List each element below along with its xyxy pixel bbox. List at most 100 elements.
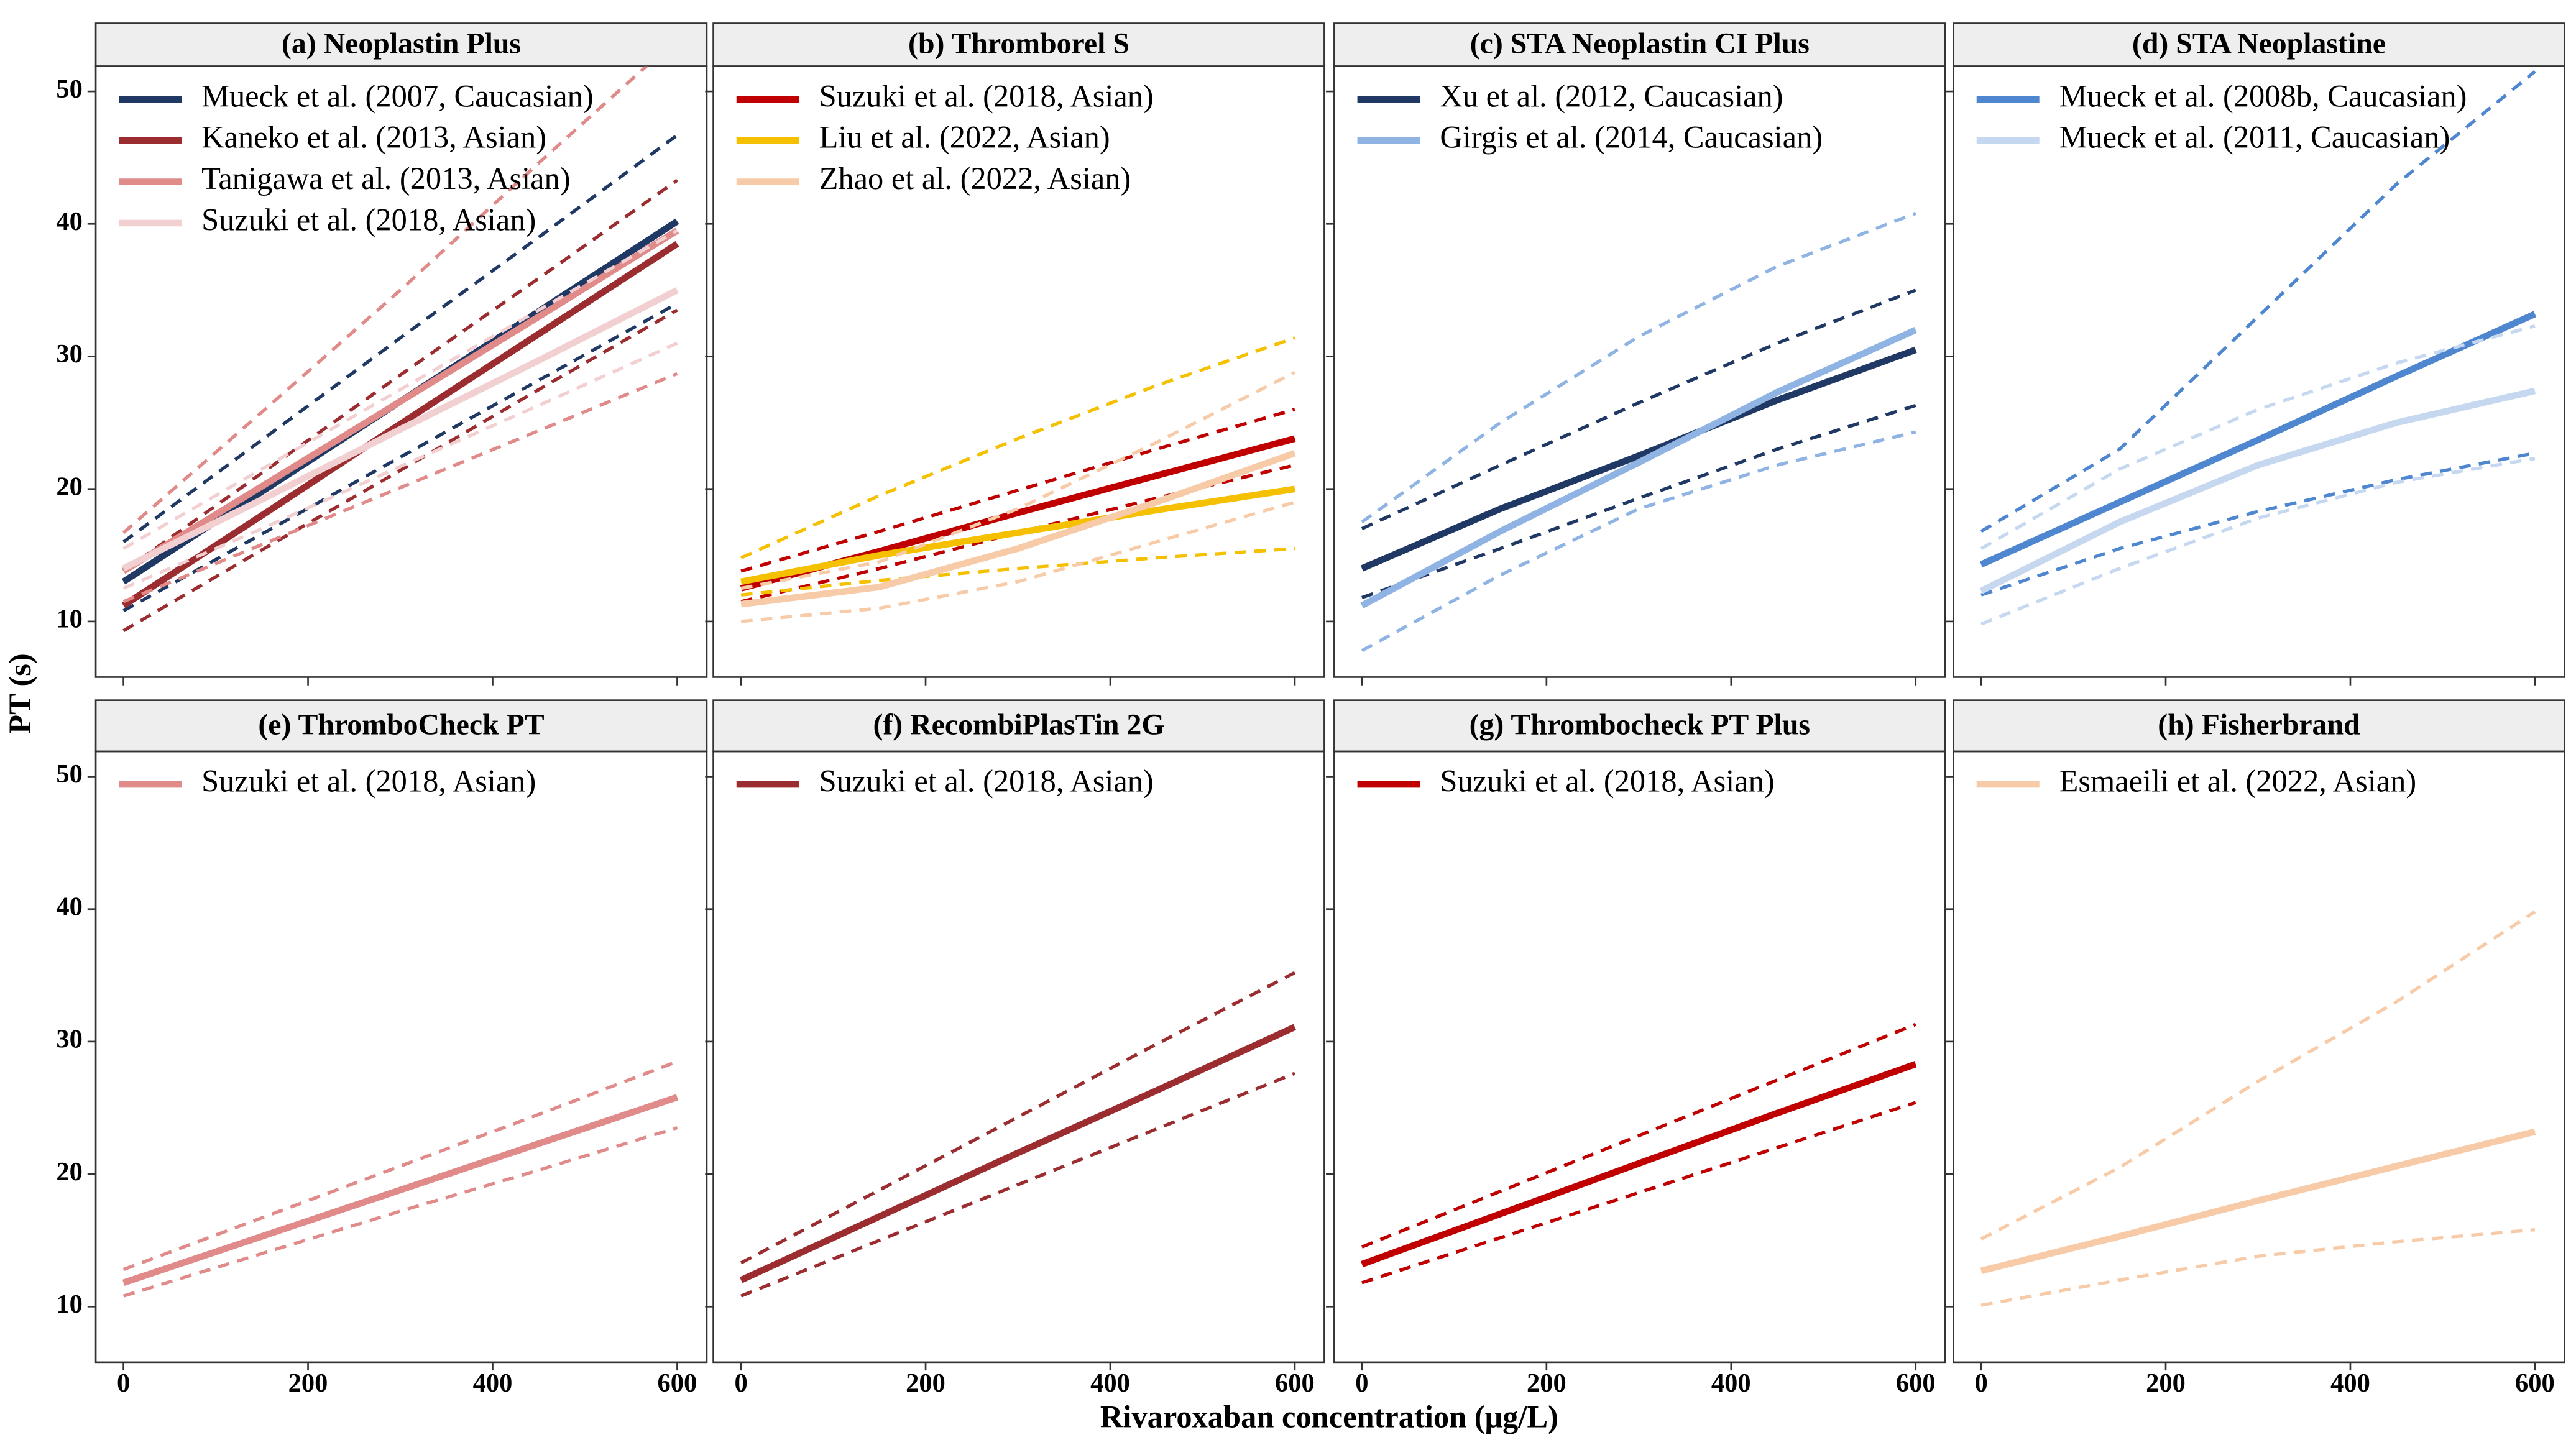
series-lines: [1980, 910, 2536, 1307]
y-axis-label: PT (s): [2, 653, 37, 733]
ci-line: [1980, 451, 2536, 597]
panel: (f) RecombiPlasTin 2G 0 200 400 600 Suzuki et…: [705, 699, 1325, 1398]
series-line: [1979, 387, 2536, 594]
plot-frame: [1333, 65, 1946, 678]
legend-label: Suzuki et al. (2018, Asian): [201, 764, 536, 799]
plot-frame: [94, 750, 708, 1364]
ci-line: [122, 229, 678, 550]
legend-label: Esmaeili et al. (2022, Asian): [2059, 764, 2417, 799]
ci-line: [122, 134, 679, 544]
x-tick-label: 200: [288, 1369, 328, 1398]
x-tick-label: 600: [2515, 1369, 2555, 1398]
title-strip: [1333, 22, 1946, 67]
title-strip: [94, 22, 708, 67]
y-tick-label: 20: [56, 1157, 83, 1186]
panel-title: (g) Thrombocheck PT Plus: [1470, 708, 1810, 741]
x-tick-label: 0: [734, 1369, 747, 1398]
ci-line: [122, 1126, 678, 1298]
plot-frame: [94, 65, 708, 678]
series-lines: [1360, 211, 1917, 653]
series-line: [1360, 346, 1917, 572]
series-line: [1979, 311, 2537, 568]
legend-label: Mueck et al. (2008b, Caucasian): [2059, 78, 2467, 113]
x-tick-label: 400: [1711, 1369, 1751, 1398]
plot-frame: [1953, 750, 2565, 1364]
series-lines: [1361, 1022, 1917, 1285]
series-lines: [740, 336, 1296, 623]
series-lines: [1979, 70, 2537, 626]
x-tick-label: 200: [906, 1369, 945, 1398]
legend-label: Mueck et al. (2007, Caucasian): [201, 78, 594, 113]
x-tick-label: 200: [1527, 1369, 1566, 1398]
series-line: [122, 287, 679, 572]
panel-title: (c) STA Neoplastin CI Plus: [1470, 27, 1810, 60]
series-line: [740, 485, 1295, 585]
ci-line: [122, 308, 678, 633]
ci-line: [1361, 403, 1916, 600]
ci-line: [122, 66, 649, 534]
x-tick-label: 0: [1355, 1369, 1368, 1398]
x-tick-label: 600: [658, 1369, 697, 1398]
plot-frame: [1333, 750, 1946, 1364]
ci-line: [122, 178, 678, 573]
legend-label: Tanigawa et al. (2013, Asian): [201, 161, 571, 196]
title-strip: [712, 699, 1325, 753]
ci-line: [740, 336, 1295, 559]
series-line: [739, 1024, 1297, 1283]
panel: (c) STA Neoplastin CI Plus Xu et al. (201…: [1326, 22, 1946, 686]
ci-line: [1980, 910, 2536, 1241]
panel-title: (h) Fisherbrand: [2158, 708, 2360, 741]
panel-title: (a) Neoplastin Plus: [282, 27, 521, 60]
series-lines: [739, 971, 1297, 1298]
x-axis-label: Rivaroxaban concentration (μg/L): [1100, 1399, 1558, 1434]
legend-label: Zhao et al. (2022, Asian): [819, 161, 1131, 196]
ci-line: [1361, 430, 1916, 653]
y-tick-label: 50: [56, 75, 83, 104]
legend-label: Suzuki et al. (2018, Asian): [819, 78, 1154, 113]
legend-label: Mueck et al. (2011, Caucasian): [2059, 120, 2450, 155]
y-tick-label: 40: [56, 207, 83, 236]
ci-line: [1361, 288, 1916, 531]
ci-line: [1980, 70, 2536, 533]
y-tick-label: 40: [56, 892, 83, 921]
legend-label: Suzuki et al. (2018, Asian): [201, 203, 536, 237]
series-line: [1360, 327, 1917, 609]
series-line: [122, 1094, 679, 1286]
panel-title: (b) Thromborel S: [908, 27, 1129, 60]
panel-title: (e) ThromboCheck PT: [258, 708, 544, 741]
series-line: [121, 227, 679, 574]
panel: (e) ThromboCheck PT 10 20 30 40 50 0 200 400 600 S…: [56, 699, 708, 1398]
ci-line: [122, 301, 678, 613]
plot-frame: [1953, 65, 2565, 678]
ci-line: [1980, 1228, 2536, 1307]
y-tick-label: 30: [56, 339, 83, 369]
legend-label: Girgis et al. (2014, Caucasian): [1440, 120, 1823, 155]
plot-frame: [712, 750, 1325, 1364]
panel-title: (d) STA Neoplastine: [2132, 27, 2386, 60]
series-line: [1980, 1128, 2536, 1274]
x-tick-label: 0: [1974, 1369, 1987, 1398]
ci-line: [740, 971, 1296, 1265]
legend-label: Xu et al. (2012, Caucasian): [1440, 78, 1783, 113]
x-tick-label: 600: [1896, 1369, 1936, 1398]
panel: (h) Fisherbrand 0 200 400 600 Esmaeili et al.…: [1945, 699, 2565, 1398]
title-strip: [712, 22, 1325, 67]
y-tick-label: 10: [56, 605, 83, 634]
x-tick-label: 200: [2146, 1369, 2186, 1398]
ci-line: [740, 408, 1295, 573]
legend-label: Kaneko et al. (2013, Asian): [201, 120, 546, 155]
ci-line: [122, 1060, 678, 1272]
panel: (b) Thromborel S Suzuki et al. (2018, Asi…: [705, 22, 1325, 686]
legend-label: Suzuki et al. (2018, Asian): [1440, 764, 1774, 799]
panel: (a) Neoplastin Plus 10 20 30 40 50 Mueck et al…: [56, 22, 708, 686]
series-line: [121, 241, 679, 608]
x-tick-label: 400: [1090, 1369, 1130, 1398]
series-line: [740, 450, 1296, 608]
legend-label: Suzuki et al. (2018, Asian): [819, 764, 1154, 799]
y-tick-label: 30: [56, 1025, 83, 1054]
ci-line: [1361, 1022, 1916, 1249]
x-tick-label: 600: [1275, 1369, 1315, 1398]
plot-frame: [712, 65, 1325, 678]
x-tick-label: 0: [117, 1369, 130, 1398]
